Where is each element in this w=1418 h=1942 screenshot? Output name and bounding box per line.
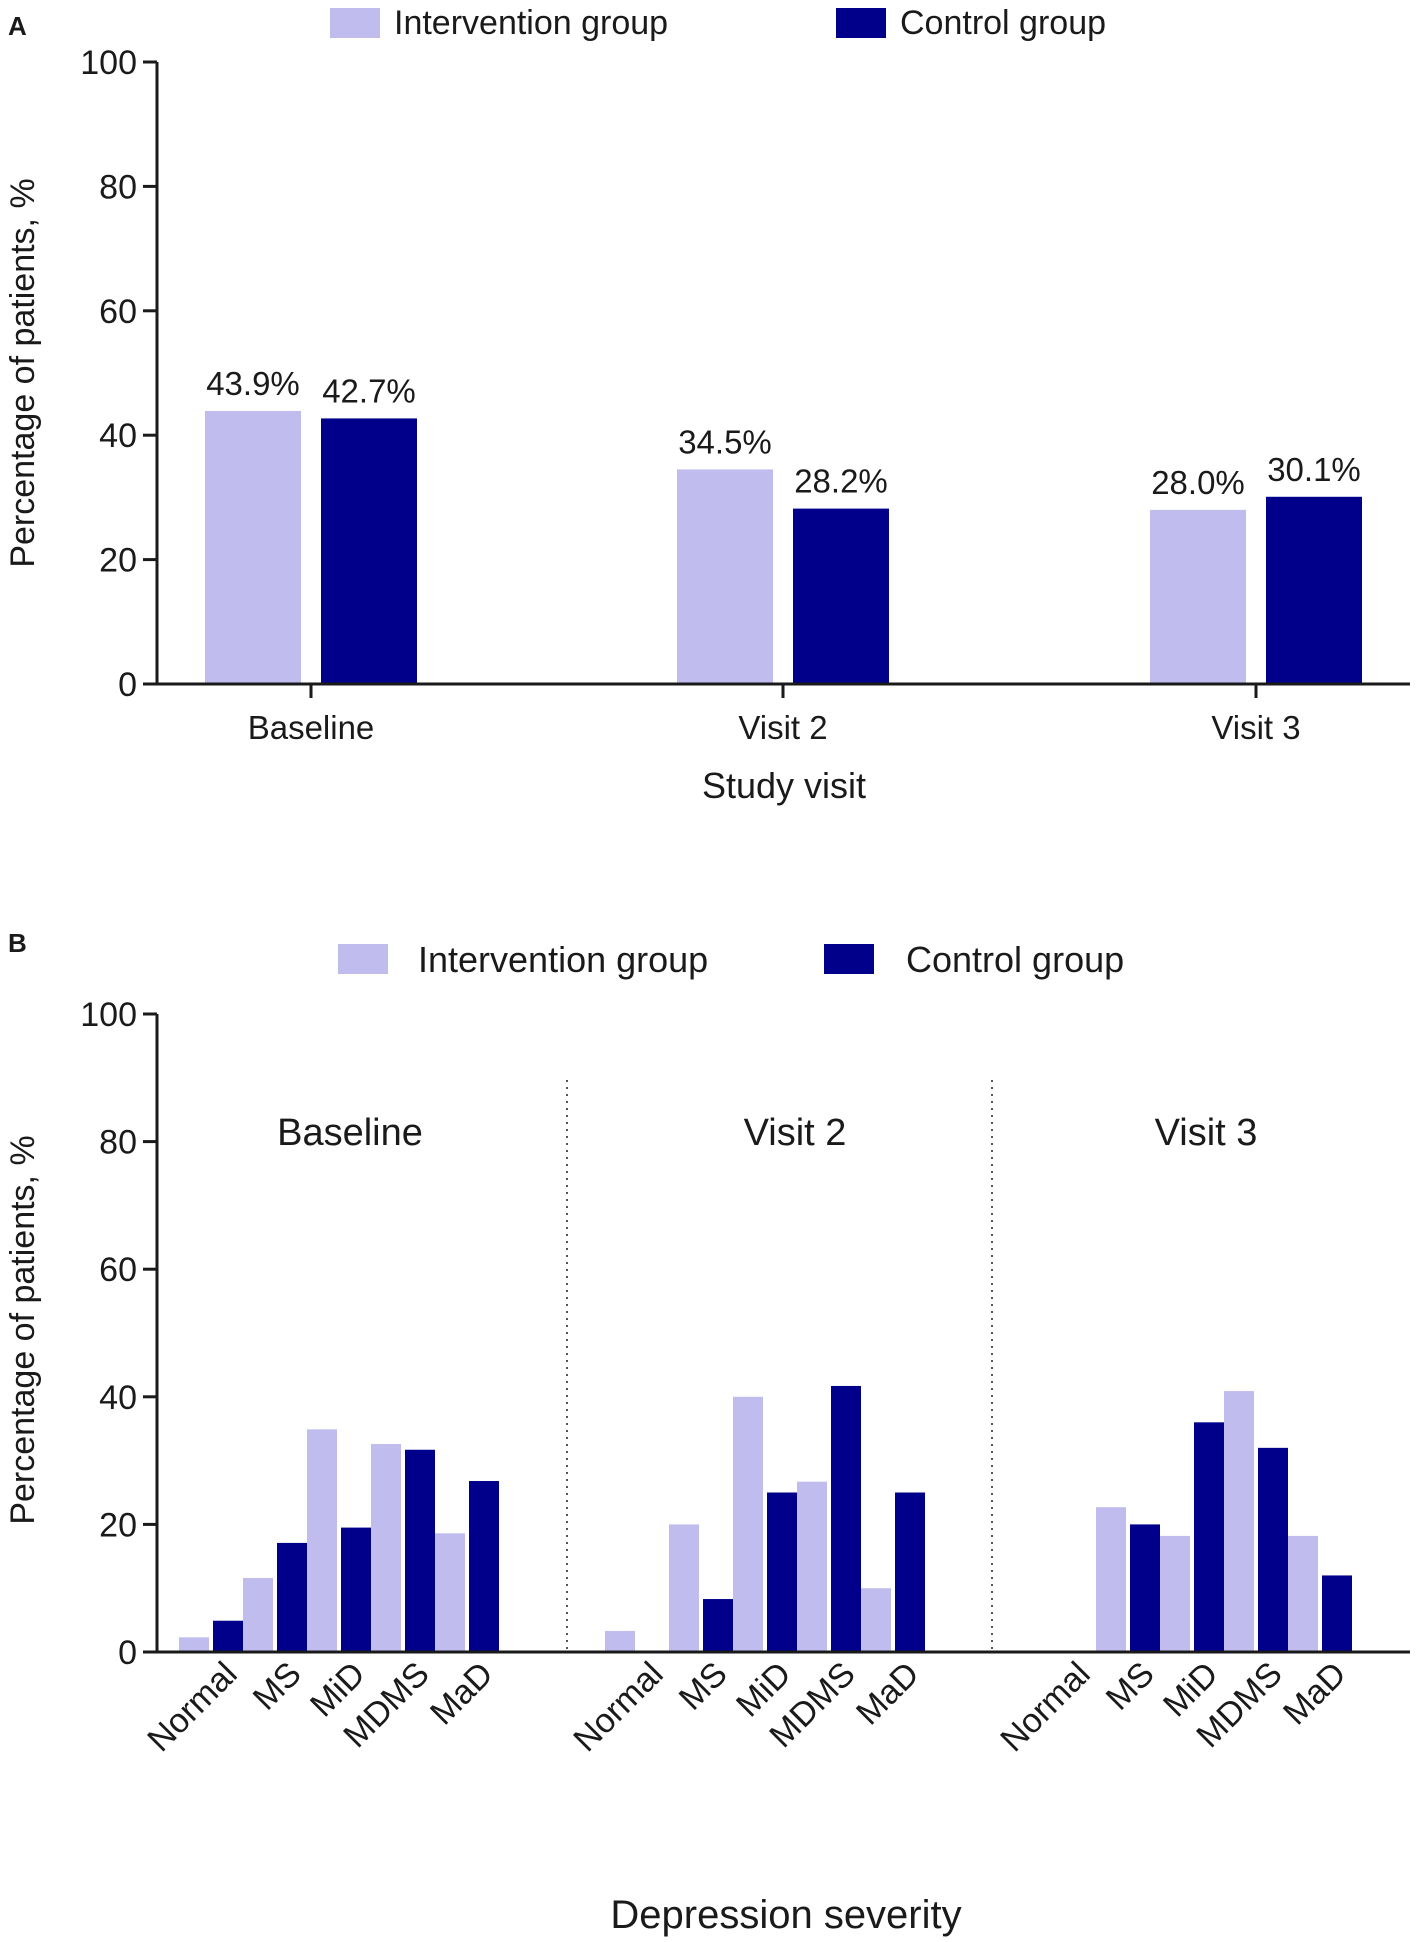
b-x-axis-title: Depression severity (610, 1893, 961, 1937)
b-category-label-baseline-mad: MaD (423, 1655, 501, 1733)
b-category-label-visit-2-ms: MS (672, 1655, 735, 1718)
a-data-label-control-baseline: 42.7% (322, 372, 416, 409)
b-bar-intervention-baseline-normal (179, 1637, 209, 1652)
b-bar-control-visit-2-mdms (831, 1385, 861, 1652)
b-category-label-visit-3-ms: MS (1099, 1655, 1162, 1718)
b-bar-control-visit-2-mid (767, 1492, 797, 1652)
a-category-label-visit-3: Visit 3 (1211, 709, 1300, 746)
b-bar-control-baseline-normal (213, 1620, 243, 1652)
panel-b: B Intervention group Control group 0 20 40… (4, 928, 1410, 1937)
b-category-label-visit-3-mad: MaD (1276, 1655, 1354, 1733)
b-y-tick-label: 20 (99, 1506, 137, 1544)
a-bar-intervention-baseline (205, 410, 301, 684)
b-bar-control-baseline-ms (277, 1542, 307, 1652)
legend-b-control-swatch (824, 944, 874, 974)
legend-b-intervention-swatch (338, 944, 388, 974)
legend-b-intervention-label: Intervention group (418, 939, 708, 980)
a-y-tick-label: 0 (118, 666, 137, 704)
b-y-tick-label: 100 (80, 996, 137, 1034)
b-group-label-visit-3: Visit 3 (1155, 1112, 1258, 1154)
a-bar-control-baseline (321, 418, 417, 684)
legend-a-control-swatch (836, 8, 886, 38)
legend-b-control-label: Control group (906, 939, 1124, 980)
a-bar-control-visit-3 (1266, 496, 1362, 684)
b-category-label-visit-3-normal: Normal (993, 1655, 1097, 1759)
a-data-label-intervention-visit-3: 28.0% (1151, 464, 1245, 501)
a-y-tick-label: 60 (99, 293, 137, 331)
b-bar-control-visit-2-mad (895, 1492, 925, 1652)
a-y-tick-label: 80 (99, 168, 137, 206)
a-y-tick-label: 100 (80, 44, 137, 82)
b-bar-intervention-visit-3-mid (1160, 1535, 1190, 1652)
b-bar-intervention-visit-2-normal (605, 1630, 635, 1652)
b-y-tick-label: 80 (99, 1124, 137, 1162)
a-y-tick-label: 20 (99, 542, 137, 580)
b-category-label-baseline-ms: MS (246, 1655, 309, 1718)
a-x-axis-title: Study visit (702, 765, 866, 806)
a-data-label-intervention-baseline: 43.9% (206, 365, 300, 402)
b-bar-control-baseline-mid (341, 1527, 371, 1652)
a-data-label-intervention-visit-2: 34.5% (678, 423, 772, 460)
a-data-label-control-visit-3: 30.1% (1267, 451, 1361, 488)
b-category-label-baseline-normal: Normal (140, 1655, 244, 1759)
b-group-label-baseline: Baseline (277, 1112, 423, 1154)
b-bar-control-visit-2-ms (703, 1599, 733, 1652)
panel-a: A Intervention group Control group 0 20 40… (4, 4, 1410, 806)
b-y-axis-title: Percentage of patients, % (4, 1135, 42, 1524)
b-y-tick-label: 60 (99, 1251, 137, 1289)
a-y-tick-label: 40 (99, 417, 137, 455)
b-bar-control-visit-3-ms (1130, 1524, 1160, 1652)
legend-a-intervention-label: Intervention group (394, 4, 668, 42)
b-bar-control-visit-3-mdms (1258, 1447, 1288, 1652)
b-bar-intervention-baseline-mad (435, 1533, 465, 1652)
b-bar-intervention-baseline-mid (307, 1429, 337, 1652)
b-y-tick-label: 40 (99, 1379, 137, 1417)
b-bar-control-baseline-mdms (405, 1449, 435, 1652)
b-category-label-visit-2-mad: MaD (849, 1655, 927, 1733)
a-bar-intervention-visit-2 (677, 469, 773, 684)
b-bar-intervention-visit-2-mdms (797, 1481, 827, 1652)
a-category-label-visit-2: Visit 2 (738, 709, 827, 746)
panel-a-letter: A (8, 11, 27, 41)
legend-a-control-label: Control group (900, 4, 1106, 42)
b-category-label-visit-2-normal: Normal (566, 1655, 670, 1759)
a-bar-intervention-visit-3 (1150, 509, 1246, 684)
b-y-tick-label: 0 (118, 1634, 137, 1672)
b-bar-intervention-baseline-ms (243, 1577, 273, 1652)
a-category-label-baseline: Baseline (248, 709, 375, 746)
a-bar-control-visit-2 (793, 508, 889, 684)
b-bar-control-baseline-mad (469, 1481, 499, 1652)
b-bar-intervention-visit-3-mad (1288, 1535, 1318, 1652)
legend-a-intervention-swatch (330, 8, 380, 38)
b-group-label-visit-2: Visit 2 (744, 1112, 847, 1154)
b-bar-intervention-visit-3-mdms (1224, 1391, 1254, 1652)
a-y-axis-title: Percentage of patients, % (4, 178, 42, 567)
b-bar-intervention-baseline-mdms (371, 1444, 401, 1652)
b-bar-intervention-visit-2-mid (733, 1396, 763, 1652)
b-bar-control-visit-3-mad (1322, 1575, 1352, 1652)
a-data-label-control-visit-2: 28.2% (794, 463, 888, 500)
b-bar-intervention-visit-3-ms (1096, 1507, 1126, 1652)
b-bar-intervention-visit-2-mad (861, 1588, 891, 1652)
b-bar-intervention-visit-2-ms (669, 1524, 699, 1652)
b-bar-control-visit-3-mid (1194, 1422, 1224, 1652)
panel-b-letter: B (8, 928, 27, 958)
